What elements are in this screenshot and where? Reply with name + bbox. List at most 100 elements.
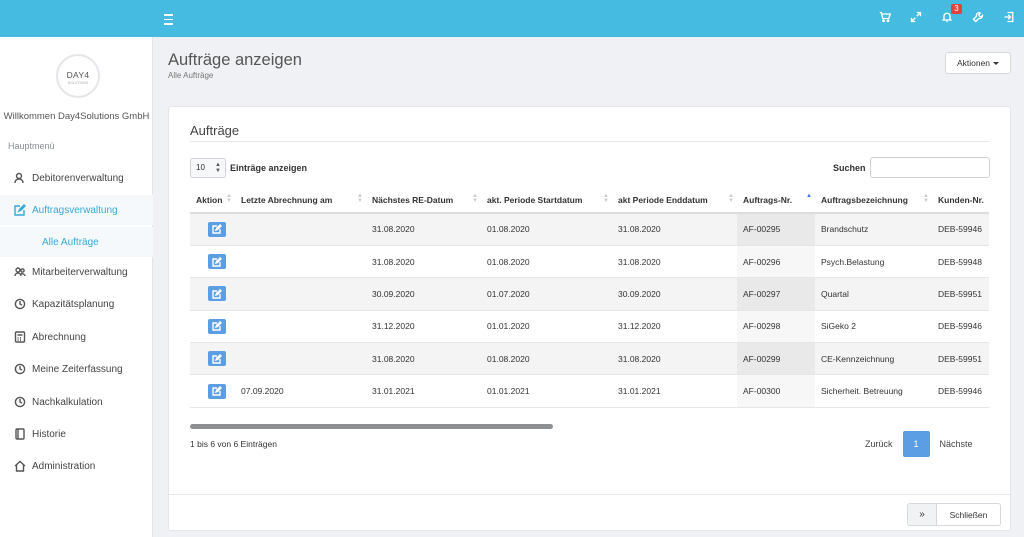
column-header-auftragsbezeichnung[interactable]: Auftragsbezeichnung ▲ ▼ bbox=[815, 187, 932, 214]
users-icon bbox=[14, 266, 26, 278]
sort-icon: ▲ ▼ bbox=[472, 193, 478, 204]
sidebar-item-label: Administration bbox=[32, 460, 96, 472]
sort-icon: ▲ ▼ bbox=[923, 193, 929, 204]
clock-icon bbox=[14, 363, 26, 375]
table-row: 31.12.2020 01.01.2020 31.12.2020 AF-00298 Si… bbox=[190, 310, 989, 344]
column-header-periode-ende[interactable]: akt Periode Enddatum ▲ ▼ bbox=[612, 187, 737, 214]
table-cell: 31.08.2020 bbox=[612, 213, 737, 246]
welcome-text: Willkommen Day4Solutions GmbH bbox=[3, 111, 150, 122]
sidebar-item-kapazitaetsplanung[interactable]: Kapazitätsplanung bbox=[0, 289, 153, 319]
column-header-auftrags-nr[interactable]: Auftrags-Nr. ▲ bbox=[737, 187, 815, 214]
table-cell: AF-00300 bbox=[737, 374, 815, 408]
column-header-label: akt Periode Enddatum bbox=[618, 194, 708, 205]
sidebar: DAY4 SOLUTIONS Willkommen Day4Solutions … bbox=[0, 37, 153, 537]
column-header-naechstes-re-datum[interactable]: Nächstes RE-Datum ▲ ▼ bbox=[366, 187, 481, 214]
table-cell: DEB-59946 bbox=[932, 213, 989, 246]
company-logo: DAY4 SOLUTIONS bbox=[56, 54, 100, 98]
actions-label: Aktionen bbox=[956, 58, 991, 68]
table-cell: 01.01.2021 bbox=[481, 374, 612, 408]
search-label: Suchen bbox=[833, 163, 866, 173]
scrollbar-thumb[interactable] bbox=[190, 424, 553, 429]
select-arrows-icon: ▲ ▼ bbox=[215, 162, 221, 174]
edit-icon bbox=[212, 321, 222, 332]
column-header-letzte-abrechnung[interactable]: Letzte Abrechnung am ▲ ▼ bbox=[235, 187, 366, 214]
sidebar-item-abrechnung[interactable]: Abrechnung bbox=[0, 322, 153, 352]
table-cell: 31.08.2020 bbox=[612, 342, 737, 376]
hamburger-menu-icon[interactable] bbox=[164, 11, 174, 26]
table-cell: Quartal bbox=[815, 277, 932, 311]
edit-icon bbox=[212, 386, 222, 396]
user-search-icon bbox=[14, 172, 26, 184]
table-cell: 31.01.2021 bbox=[366, 374, 481, 408]
sidebar-item-mitarbeiterverwaltung[interactable]: Mitarbeiterverwaltung bbox=[0, 257, 153, 287]
sidebar-item-historie[interactable]: Historie bbox=[0, 419, 153, 449]
column-header-aktion[interactable]: Aktion ▲ ▼ bbox=[190, 187, 235, 214]
column-header-periode-start[interactable]: akt. Periode Startdatum ▲ ▼ bbox=[481, 187, 612, 214]
table-cell: Brandschutz bbox=[815, 213, 932, 246]
pagination: Zurück 1 Nächste bbox=[855, 431, 983, 457]
sidebar-item-nachkalkulation[interactable]: Nachkalkulation bbox=[0, 387, 153, 417]
edit-button[interactable] bbox=[208, 286, 226, 302]
sidebar-item-alle-auftraege[interactable]: Alle Aufträge bbox=[0, 227, 153, 257]
horizontal-scrollbar[interactable] bbox=[190, 424, 989, 429]
table-cell: DEB-59951 bbox=[932, 277, 989, 311]
table-cell: 31.08.2020 bbox=[366, 342, 481, 376]
table-cell: SiGeko 2 bbox=[815, 310, 932, 344]
table-row: 07.09.2020 31.01.2021 01.01.2021 31.01.2021… bbox=[190, 374, 989, 408]
edit-icon bbox=[212, 353, 222, 364]
edit-button[interactable] bbox=[208, 351, 226, 367]
table-cell: 01.07.2020 bbox=[481, 277, 612, 311]
sidebar-item-label: Debitorenverwaltung bbox=[32, 172, 124, 184]
table-row: 31.08.2020 01.08.2020 31.08.2020 AF-00296 Ps… bbox=[190, 245, 989, 279]
table-cell: AF-00297 bbox=[737, 277, 815, 311]
search-input[interactable] bbox=[870, 157, 990, 178]
edit-button[interactable] bbox=[208, 221, 226, 237]
table-cell bbox=[235, 245, 366, 279]
sidebar-item-meine-zeiterfassung[interactable]: Meine Zeiterfassung bbox=[0, 354, 153, 384]
entries-length-select[interactable]: 10 ▲ ▼ bbox=[190, 158, 226, 178]
sort-icon: ▲ ▼ bbox=[603, 193, 609, 204]
sort-icon: ▲ ▼ bbox=[357, 193, 363, 204]
table-cell: AF-00296 bbox=[737, 245, 815, 279]
pagination-next[interactable]: Nächste bbox=[939, 439, 973, 449]
table-cell: 01.08.2020 bbox=[481, 245, 612, 279]
sidebar-item-administration[interactable]: Administration bbox=[0, 451, 153, 481]
table-cell: DEB-59946 bbox=[932, 374, 989, 408]
table-cell: 31.08.2020 bbox=[366, 245, 481, 279]
logo-subtext: SOLUTIONS bbox=[67, 81, 89, 85]
pagination-previous[interactable]: Zurück bbox=[865, 439, 893, 449]
table-cell: Sicherheit. Betreuung bbox=[815, 374, 932, 408]
cart-icon[interactable] bbox=[878, 9, 892, 25]
table-cell: 31.08.2020 bbox=[612, 245, 737, 279]
table-cell: 07.09.2020 bbox=[235, 374, 366, 408]
table-row: 31.08.2020 01.08.2020 31.08.2020 AF-00299 CE… bbox=[190, 342, 989, 376]
wrench-icon[interactable] bbox=[971, 9, 985, 25]
table-cell bbox=[235, 213, 366, 246]
breadcrumb[interactable]: Alle Aufträge bbox=[168, 71, 214, 80]
column-header-label: Kunden-Nr. bbox=[938, 194, 984, 205]
cell-aktion bbox=[190, 213, 235, 246]
column-header-kunden-nr[interactable]: Kunden-Nr. bbox=[932, 187, 989, 214]
double-chevron-right-icon[interactable]: » bbox=[908, 504, 937, 525]
sidebar-item-debitorenverwaltung[interactable]: Debitorenverwaltung bbox=[0, 163, 153, 193]
entries-length-value: 10 bbox=[196, 163, 205, 172]
orders-panel: Aufträge 10 ▲ ▼ Einträge anzeigen Suchen … bbox=[168, 106, 1011, 531]
pagination-page-current[interactable]: 1 bbox=[902, 431, 930, 457]
actions-dropdown-button[interactable]: Aktionen bbox=[945, 52, 1011, 74]
table-cell: AF-00299 bbox=[737, 342, 815, 376]
page-title: Aufträge anzeigen bbox=[168, 51, 302, 69]
divider bbox=[190, 141, 989, 142]
edit-button[interactable] bbox=[208, 318, 226, 334]
expand-icon[interactable] bbox=[909, 9, 923, 25]
logout-icon[interactable] bbox=[1002, 9, 1016, 25]
book-icon bbox=[14, 428, 26, 440]
edit-button[interactable] bbox=[208, 254, 226, 270]
column-header-label: Auftrags-Nr. bbox=[743, 194, 793, 205]
sidebar-item-auftragsverwaltung[interactable]: Auftragsverwaltung bbox=[0, 195, 153, 225]
close-button[interactable]: Schließen bbox=[937, 504, 1000, 525]
edit-button[interactable] bbox=[208, 383, 226, 399]
edit-icon bbox=[212, 288, 222, 299]
column-header-label: Auftragsbezeichnung bbox=[821, 194, 908, 205]
table-cell: DEB-59948 bbox=[932, 245, 989, 279]
bell-icon[interactable] bbox=[940, 9, 954, 25]
